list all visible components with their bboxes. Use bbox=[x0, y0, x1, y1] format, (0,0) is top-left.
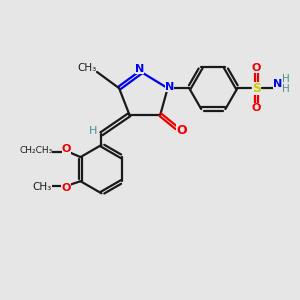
Text: O: O bbox=[252, 63, 261, 73]
Text: CH₃: CH₃ bbox=[77, 63, 96, 74]
Text: O: O bbox=[252, 103, 261, 113]
Text: CH₃: CH₃ bbox=[33, 182, 52, 192]
Text: N: N bbox=[165, 82, 174, 92]
Text: N: N bbox=[135, 64, 144, 74]
Text: CH₂CH₃: CH₂CH₃ bbox=[19, 146, 52, 155]
Text: H: H bbox=[282, 84, 290, 94]
Text: O: O bbox=[176, 124, 187, 137]
Text: O: O bbox=[61, 183, 70, 193]
Text: O: O bbox=[62, 144, 71, 154]
Text: N: N bbox=[274, 79, 283, 89]
Text: H: H bbox=[89, 126, 98, 136]
Text: H: H bbox=[282, 74, 290, 84]
Text: S: S bbox=[252, 82, 261, 95]
